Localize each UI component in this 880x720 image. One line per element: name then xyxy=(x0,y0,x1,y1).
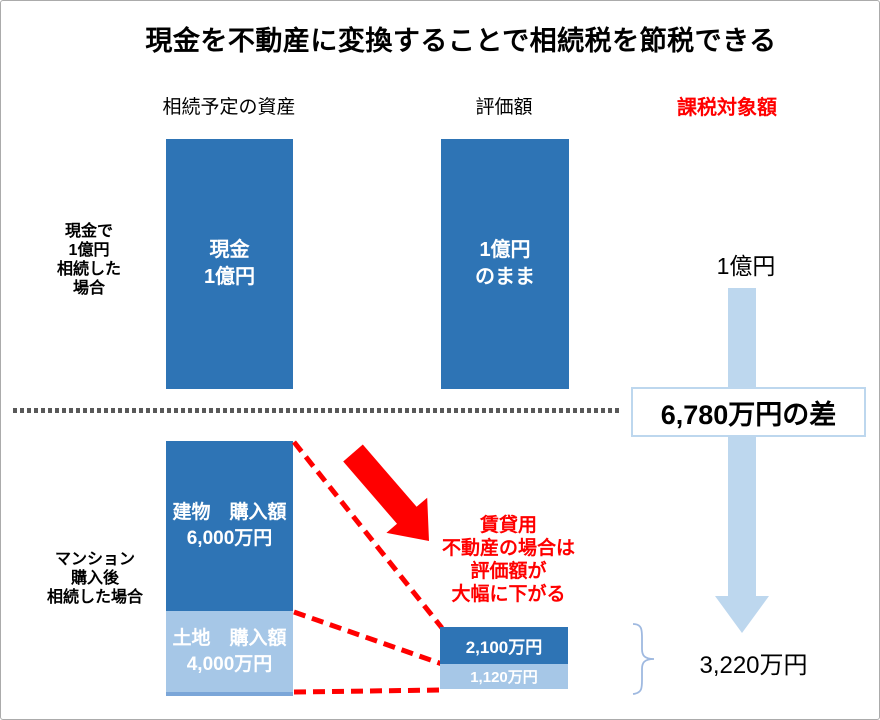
bar-label-line: 1億円 xyxy=(479,239,531,261)
bar-label-line: 建物 購入額 xyxy=(172,502,287,523)
bar-cash-valuation: 1億円 のまま xyxy=(441,139,569,389)
bar-label-line: 6,000万円 xyxy=(186,528,273,549)
note-line: 賃貸用 xyxy=(479,515,537,536)
bar-valuation-building: 2,100万円 xyxy=(440,627,568,664)
row-label-line: マンション xyxy=(54,551,135,568)
bar-label-line: のまま xyxy=(475,266,535,288)
column-header-assets: 相続予定の資産 xyxy=(162,97,296,118)
taxable-value-mansion: 3,220万円 xyxy=(699,652,808,679)
row-label-line: 購入後 xyxy=(70,570,119,587)
page-title: 現金を不動産に変換することで相続税を節税できる xyxy=(145,26,777,56)
bar-label-line: 土地 購入額 xyxy=(172,627,287,649)
bar-label-line: 1億円 xyxy=(203,266,256,288)
bar-land-purchase: 土地 購入額 4,000万円 xyxy=(166,611,293,696)
taxable-value-cash: 1億円 xyxy=(716,253,776,279)
big-down-arrow-icon xyxy=(715,288,769,633)
bar-valuation-land: 1,120万円 xyxy=(440,664,568,689)
note-rental-valuation-drop: 賃貸用 不動産の場合は 評価額が 大幅に下がる xyxy=(406,514,611,606)
column-header-valuation: 評価額 xyxy=(475,97,533,118)
note-line: 大幅に下がる xyxy=(451,584,566,605)
bar-cash-asset: 現金 1億円 xyxy=(166,139,293,389)
bar-label: 2,100万円 xyxy=(465,638,543,657)
bar-label-line: 4,000万円 xyxy=(186,653,273,675)
section-divider xyxy=(13,408,619,413)
bar-label-line: 現金 xyxy=(209,239,250,261)
row-label-line: 場合 xyxy=(72,280,105,297)
bar-building-purchase: 建物 購入額 6,000万円 xyxy=(166,441,293,611)
row-label-line: 相続した場合 xyxy=(46,589,143,606)
difference-box: 6,780万円の差 xyxy=(631,387,866,437)
row-label-line: 相続した xyxy=(56,261,121,278)
row-label-cash-case: 現金で 1億円 相続した 場合 xyxy=(34,222,144,298)
row-label-line: 1億円 xyxy=(68,242,110,259)
bar-label: 1,120万円 xyxy=(470,669,538,686)
column-header-taxable: 課税対象額 xyxy=(677,97,777,119)
row-label-mansion-case: マンション 購入後 相続した場合 xyxy=(29,550,161,607)
note-line: 不動産の場合は xyxy=(441,538,575,559)
difference-label: 6,780万円の差 xyxy=(660,399,837,430)
right-curly-brace-icon xyxy=(632,623,655,695)
note-line: 評価額が xyxy=(470,561,547,582)
row-label-line: 現金で xyxy=(64,223,113,240)
